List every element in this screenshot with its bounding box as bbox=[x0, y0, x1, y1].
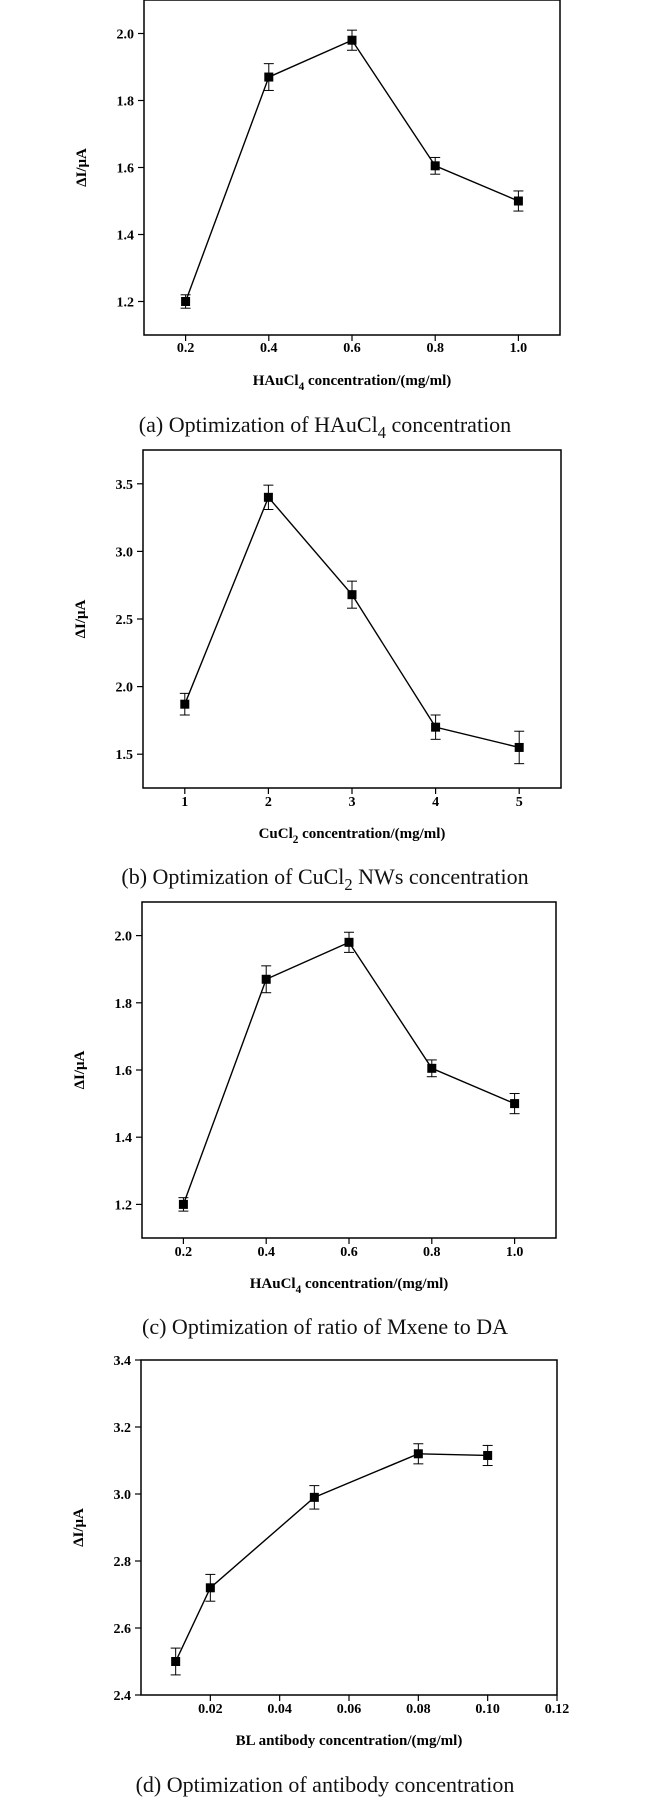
figure-caption: (d) Optimization of antibody concentrati… bbox=[136, 1772, 515, 1797]
y-tick-label: 2.8 bbox=[114, 1555, 132, 1570]
data-point bbox=[483, 1450, 493, 1460]
y-tick-label: 1.5 bbox=[116, 748, 134, 763]
x-tick-label: 4 bbox=[432, 795, 439, 810]
y-tick-label: 1.4 bbox=[117, 229, 135, 244]
data-point bbox=[178, 1199, 188, 1209]
x-tick-label: 1.0 bbox=[510, 341, 528, 356]
x-axis-title: HAuCl4 concentration/(mg/ml) bbox=[250, 1276, 449, 1296]
figure-caption: (c) Optimization of ratio of Mxene to DA bbox=[142, 1314, 508, 1339]
chart-panel-c: 1.2 1.4 1.6 1.8 2.0 0.2 0.4 0.6 0.8 1.0 ΔI/μA HAuCl… bbox=[72, 901, 557, 1339]
data-point bbox=[344, 937, 354, 947]
x-tick-label: 0.4 bbox=[260, 341, 278, 356]
y-axis-title: ΔI/μA bbox=[73, 599, 89, 638]
data-point bbox=[264, 72, 274, 82]
y-tick-label: 3.2 bbox=[114, 1421, 132, 1436]
y-tick-label: 1.8 bbox=[115, 997, 133, 1012]
x-tick-label: 0.2 bbox=[175, 1245, 193, 1260]
y-tick-label: 2.5 bbox=[116, 613, 134, 628]
data-point bbox=[513, 196, 523, 206]
x-tick-label: 0.08 bbox=[406, 1702, 431, 1717]
x-tick-label: 0.8 bbox=[426, 341, 444, 356]
series-line bbox=[184, 495, 520, 749]
data-point bbox=[347, 590, 357, 600]
data-point bbox=[261, 974, 271, 984]
x-axis-title: BL antibody concentration/(mg/ml) bbox=[236, 1733, 463, 1749]
y-tick-label: 1.8 bbox=[117, 95, 135, 110]
chart-panel-a: 1.2 1.4 1.6 1.8 2.0 0.2 0.4 0.6 0.8 1.0 ΔI/μA HAuCl… bbox=[74, 0, 561, 442]
x-tick-label: 0.04 bbox=[267, 1702, 292, 1717]
y-tick-label: 2.0 bbox=[117, 28, 135, 43]
figure-caption: (a) Optimization of HAuCl4 concentration bbox=[139, 412, 511, 442]
x-tick-label: 0.02 bbox=[198, 1702, 223, 1717]
x-tick-label: 0.8 bbox=[423, 1245, 441, 1260]
data-point bbox=[309, 1492, 319, 1502]
y-tick-label: 3.4 bbox=[114, 1354, 132, 1369]
y-tick-label: 3.5 bbox=[116, 478, 134, 493]
data-point bbox=[205, 1583, 215, 1593]
data-point bbox=[180, 699, 190, 709]
data-point bbox=[181, 297, 191, 306]
data-point bbox=[171, 1657, 181, 1666]
x-tick-label: 0.06 bbox=[337, 1702, 362, 1717]
data-point bbox=[431, 722, 441, 732]
y-tick-label: 2.6 bbox=[114, 1622, 132, 1637]
data-point bbox=[510, 1099, 520, 1109]
x-tick-label: 2 bbox=[265, 795, 272, 810]
x-tick-label: 1.0 bbox=[506, 1245, 524, 1260]
y-axis-title: ΔI/μA bbox=[74, 148, 90, 187]
x-tick-label: 0.4 bbox=[257, 1245, 275, 1260]
x-tick-label: 1 bbox=[181, 795, 188, 810]
data-point bbox=[430, 161, 440, 171]
x-tick-label: 0.6 bbox=[343, 341, 361, 356]
x-tick-label: 0.12 bbox=[545, 1702, 570, 1717]
data-point bbox=[263, 492, 273, 502]
y-tick-label: 3.0 bbox=[114, 1488, 132, 1503]
chart-panel-d: 2.4 2.6 2.8 3.0 3.2 3.4 0.02 0.04 0.06 0.08 0.10 0.… bbox=[71, 1354, 569, 1797]
data-point bbox=[514, 742, 524, 752]
y-tick-label: 1.6 bbox=[117, 162, 135, 177]
y-tick-label: 1.6 bbox=[115, 1064, 133, 1079]
x-axis-title: CuCl2 concentration/(mg/ml) bbox=[259, 826, 446, 846]
y-axis-title: ΔI/μA bbox=[71, 1508, 87, 1547]
data-point bbox=[347, 35, 357, 45]
figure-caption: (b) Optimization of CuCl2 NWs concentrat… bbox=[121, 864, 528, 894]
x-tick-label: 5 bbox=[516, 795, 523, 810]
y-tick-label: 2.0 bbox=[115, 930, 133, 945]
y-tick-label: 1.2 bbox=[115, 1198, 133, 1213]
y-tick-label: 1.4 bbox=[115, 1131, 133, 1146]
y-tick-label: 3.0 bbox=[116, 545, 134, 560]
y-tick-label: 2.4 bbox=[114, 1689, 132, 1704]
series-line bbox=[184, 39, 519, 302]
y-tick-label: 1.2 bbox=[117, 296, 135, 311]
x-tick-label: 0.6 bbox=[340, 1245, 358, 1260]
x-axis-title: HAuCl4 concentration/(mg/ml) bbox=[253, 373, 452, 393]
data-point bbox=[413, 1449, 423, 1459]
x-tick-label: 0.10 bbox=[475, 1702, 500, 1717]
x-tick-label: 3 bbox=[349, 795, 356, 810]
plot-frame bbox=[142, 449, 562, 789]
series-line bbox=[175, 1453, 488, 1662]
plot-frame bbox=[140, 1359, 558, 1696]
x-tick-label: 0.2 bbox=[177, 341, 195, 356]
chart-panel-b: 1.5 2.0 2.5 3.0 3.5 1 2 3 4 5 ΔI/μA CuCl2 concentra… bbox=[73, 449, 562, 894]
series-line bbox=[182, 941, 515, 1205]
data-point bbox=[427, 1063, 437, 1073]
y-axis-title: ΔI/μA bbox=[72, 1050, 88, 1089]
y-tick-label: 2.0 bbox=[116, 681, 134, 696]
